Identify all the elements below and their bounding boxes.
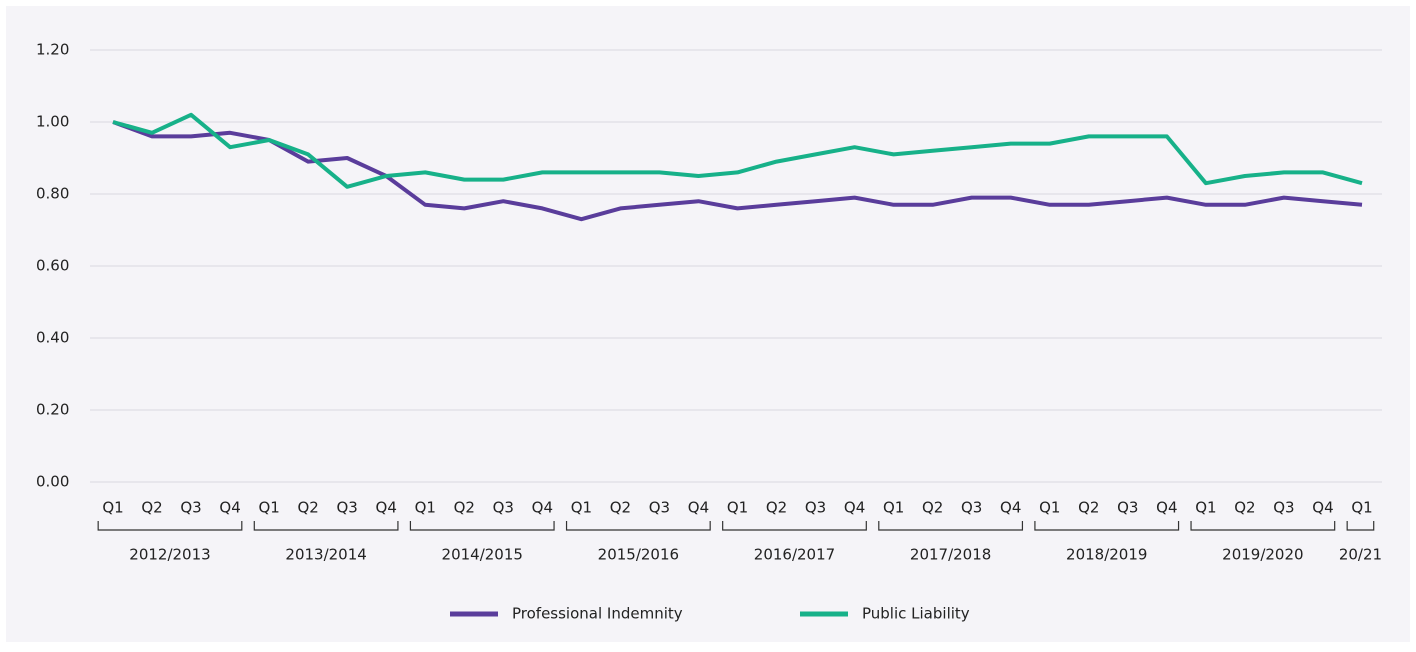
x-tick-label: Q2 xyxy=(766,499,787,517)
legend-label: Professional Indemnity xyxy=(512,605,683,623)
x-tick-label: Q4 xyxy=(532,499,553,517)
group-bracket xyxy=(97,521,243,531)
x-tick-label: Q2 xyxy=(1234,499,1255,517)
group-label: 2017/2018 xyxy=(910,546,991,564)
group-bracket xyxy=(409,521,555,531)
x-tick-label: Q1 xyxy=(727,499,748,517)
x-tick-label: Q2 xyxy=(610,499,631,517)
x-tick-label: Q4 xyxy=(844,499,865,517)
chart-background xyxy=(6,6,1410,642)
y-tick-label: 0.00 xyxy=(36,473,69,491)
group-label: 2014/2015 xyxy=(442,546,523,564)
series-line xyxy=(112,112,1363,189)
group-label: 2018/2019 xyxy=(1066,546,1147,564)
x-tick-label: Q2 xyxy=(1078,499,1099,517)
group-label: 2015/2016 xyxy=(598,546,679,564)
y-tick-label: 0.80 xyxy=(36,185,69,203)
y-tick-label: 0.20 xyxy=(36,401,69,419)
group-bracket xyxy=(253,521,399,531)
x-tick-label: Q4 xyxy=(688,499,709,517)
x-tick-label: Q3 xyxy=(180,499,201,517)
x-tick-label: Q1 xyxy=(1195,499,1216,517)
x-tick-label: Q3 xyxy=(1117,499,1138,517)
group-bracket xyxy=(1034,521,1180,531)
group-label: 2016/2017 xyxy=(754,546,835,564)
group-label: 2013/2014 xyxy=(285,546,366,564)
group-label: 2012/2013 xyxy=(129,546,210,564)
group-label: 2019/2020 xyxy=(1222,546,1303,564)
group-bracket xyxy=(722,521,867,531)
x-tick-label: Q1 xyxy=(258,499,279,517)
x-tick-label: Q4 xyxy=(376,499,397,517)
x-tick-label: Q1 xyxy=(415,499,436,517)
x-tick-label: Q4 xyxy=(1312,499,1333,517)
group-bracket xyxy=(878,521,1024,531)
x-tick-label: Q4 xyxy=(219,499,240,517)
x-tick-label: Q1 xyxy=(883,499,904,517)
x-tick-label: Q2 xyxy=(454,499,475,517)
group-label: 20/21 xyxy=(1339,546,1382,564)
x-tick-label: Q1 xyxy=(1351,499,1372,517)
x-tick-label: Q3 xyxy=(493,499,514,517)
x-tick-label: Q3 xyxy=(649,499,670,517)
x-tick-label: Q3 xyxy=(805,499,826,517)
group-bracket xyxy=(1346,521,1375,531)
x-tick-label: Q1 xyxy=(1039,499,1060,517)
y-tick-label: 1.20 xyxy=(36,41,69,59)
x-tick-label: Q3 xyxy=(961,499,982,517)
legend-label: Public Liability xyxy=(862,605,970,623)
group-bracket xyxy=(565,521,711,531)
y-tick-label: 0.40 xyxy=(36,329,69,347)
x-tick-label: Q4 xyxy=(1000,499,1021,517)
y-tick-label: 1.00 xyxy=(36,113,69,131)
x-tick-label: Q1 xyxy=(102,499,123,517)
x-tick-label: Q3 xyxy=(337,499,358,517)
x-tick-label: Q2 xyxy=(922,499,943,517)
y-tick-label: 0.60 xyxy=(36,257,69,275)
x-tick-label: Q1 xyxy=(571,499,592,517)
x-tick-label: Q2 xyxy=(297,499,318,517)
series-line xyxy=(112,120,1363,222)
x-tick-label: Q4 xyxy=(1156,499,1177,517)
x-tick-label: Q2 xyxy=(141,499,162,517)
group-bracket xyxy=(1190,521,1336,531)
x-tick-label: Q3 xyxy=(1273,499,1294,517)
